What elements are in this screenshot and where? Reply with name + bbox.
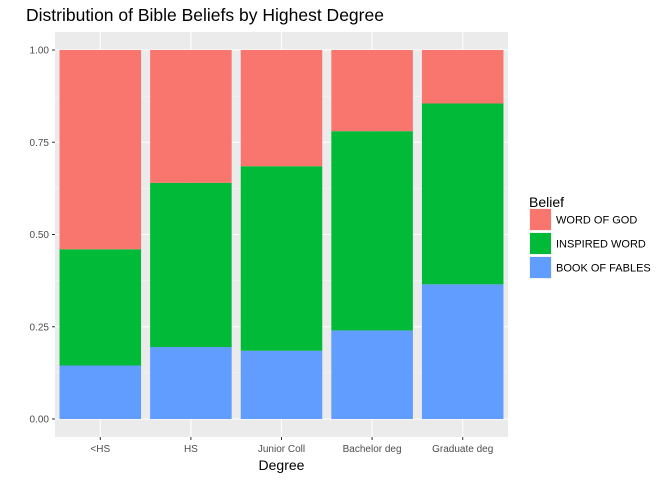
y-tick-label: 1.00 [30,46,50,57]
bar-inspired-word-0 [59,249,142,366]
bar-word-of-god-3 [331,50,413,132]
bar-book-of-fables-3 [331,330,413,419]
legend-key-book-of-fables [530,257,551,278]
bar-word-of-god-0 [59,50,142,250]
bar-word-of-god-1 [150,50,232,183]
legend-label: BOOK OF FABLES [556,263,651,275]
x-tick-label: Bachelor deg [343,444,402,455]
bar-book-of-fables-2 [240,350,323,419]
legend-label: INSPIRED WORD [556,239,646,251]
bar-inspired-word-3 [331,131,413,331]
y-tick-label: 0.50 [30,230,50,241]
y-tick-label: 0.75 [30,138,50,149]
x-tick-label: <HS [90,444,110,455]
bar-word-of-god-2 [240,50,323,167]
legend-title: Belief [529,194,564,210]
bar-inspired-word-2 [240,166,323,351]
x-tick-label: HS [184,444,198,455]
x-tick-label: Junior Coll [258,444,305,455]
legend-key-inspired-word [530,233,551,254]
x-tick-label: Graduate deg [432,444,493,455]
y-tick-label: 0.00 [30,415,50,426]
legend-key-word-of-god [530,209,551,230]
bar-book-of-fables-4 [421,284,504,419]
bar-inspired-word-4 [421,103,504,285]
bar-word-of-god-4 [421,50,504,104]
bar-book-of-fables-0 [59,365,142,419]
legend-label: WORD OF GOD [556,215,637,227]
bar-inspired-word-1 [150,182,232,348]
x-axis-title: Degree [259,457,305,473]
bar-book-of-fables-1 [150,347,232,419]
chart-title: Distribution of Bible Beliefs by Highest… [26,5,384,25]
y-tick-label: 0.25 [30,322,50,333]
